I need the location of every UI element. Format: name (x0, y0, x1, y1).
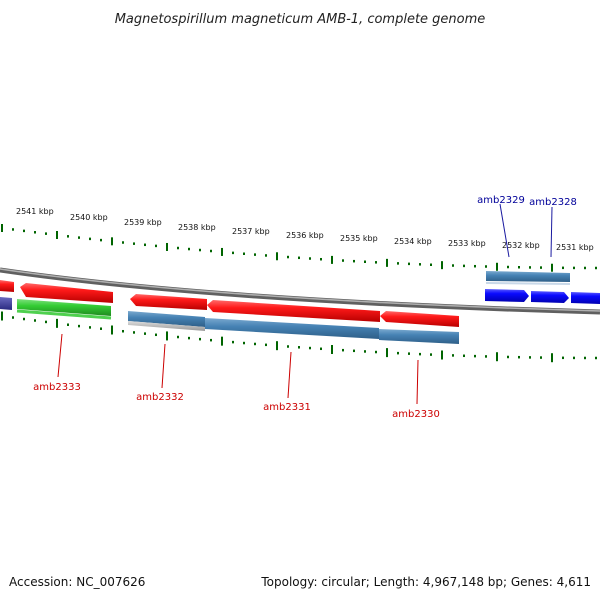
gene-label[interactable]: amb2333 (33, 382, 81, 393)
gene-feature[interactable] (128, 311, 205, 327)
genome-summary-text: Topology: circular; Length: 4,967,148 bp… (260, 575, 591, 589)
gene-label[interactable]: amb2328 (529, 197, 577, 208)
cds-reverse-arrow[interactable] (20, 283, 113, 303)
ruler-label: 2535 kbp (340, 234, 378, 243)
ruler-label: 2534 kbp (394, 237, 432, 246)
ruler-label: 2540 kbp (70, 213, 108, 222)
gene-label[interactable]: amb2329 (477, 195, 525, 206)
gene-label-leader (287, 351, 292, 399)
ruler-label: 2539 kbp (124, 218, 162, 227)
cds-reverse-arrow[interactable] (380, 311, 459, 327)
gene-feature[interactable] (205, 318, 379, 339)
ruler: 2541 kbp 2540 kbp 2539 kbp 2538 kbp 2537… (1, 207, 597, 363)
ruler-ticks-outer (1, 224, 597, 272)
gene-feature-shadow (485, 282, 571, 285)
cds-reverse-arrow[interactable] (130, 294, 207, 310)
gene-label-leader (416, 359, 419, 405)
cds-reverse-arrow[interactable] (0, 280, 14, 292)
cds-reverse-arrow[interactable] (207, 300, 380, 322)
gene-label-leader (57, 333, 63, 378)
cds-forward-arrow[interactable] (485, 289, 529, 302)
ruler-label: 2536 kbp (286, 231, 324, 240)
gene-label[interactable]: amb2331 (263, 402, 311, 413)
gene-feature[interactable] (0, 297, 12, 310)
accession-text: Accession: NC_007626 (9, 575, 145, 589)
gene-label[interactable]: amb2332 (136, 392, 184, 403)
cds-forward-arrow[interactable] (571, 292, 600, 304)
ruler-label: 2531 kbp (556, 243, 594, 252)
gene-feature-shadow (128, 321, 205, 331)
ruler-ticks-inner (1, 311, 597, 363)
ruler-label: 2537 kbp (232, 227, 270, 236)
gene-feature[interactable] (486, 271, 570, 282)
gene-label-leader (499, 203, 510, 258)
genome-backbone (0, 267, 600, 315)
gene-feature[interactable] (17, 299, 111, 316)
gene-feature-shadow (16, 309, 112, 320)
ruler-label: 2538 kbp (178, 223, 216, 232)
genome-backbone-highlight (0, 268, 600, 312)
gene-label[interactable]: amb2330 (392, 409, 440, 420)
ruler-label: 2533 kbp (448, 239, 486, 248)
ruler-label: 2541 kbp (16, 207, 54, 216)
ruler-label: 2532 kbp (502, 241, 540, 250)
gene-label-leader (161, 343, 166, 389)
map-title: Magnetospirillum magneticum AMB-1, compl… (115, 12, 486, 27)
cds-forward-arrow[interactable] (531, 291, 569, 303)
gene-label-leader (550, 206, 553, 258)
gene-feature[interactable] (379, 329, 459, 344)
